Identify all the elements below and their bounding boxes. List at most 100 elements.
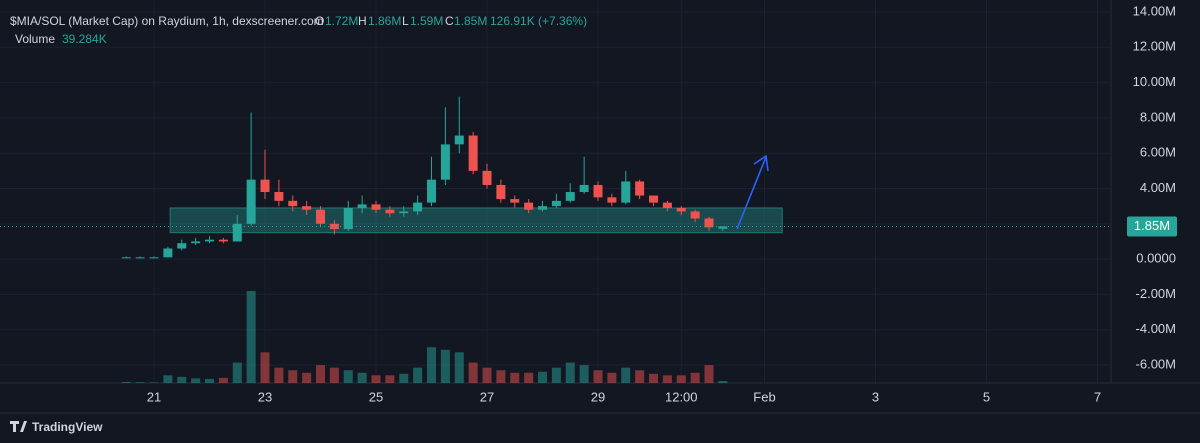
candle-body <box>662 202 672 208</box>
volume-bar <box>288 370 298 383</box>
volume-bar <box>718 380 728 383</box>
x-tick-label: 29 <box>591 389 605 404</box>
candle-body <box>635 181 645 196</box>
ohlc-key: C <box>445 14 454 28</box>
candle-body <box>177 243 187 249</box>
volume-bar <box>565 362 575 383</box>
y-tick-label: 6.00M <box>1140 145 1176 160</box>
volume-bar <box>676 375 686 383</box>
candle-body <box>676 207 686 212</box>
volume-bar <box>343 370 353 383</box>
volume-bar <box>316 365 326 383</box>
candle-body <box>649 195 659 203</box>
candle-body <box>399 211 409 214</box>
volume-bar <box>440 349 450 383</box>
candle-body <box>621 181 631 203</box>
volume-bar <box>260 352 270 383</box>
chart-title: $MIA/SOL (Market Cap) on Raydium, 1h, de… <box>10 14 324 28</box>
candle-body <box>371 204 381 210</box>
volume-bar <box>621 367 631 383</box>
last-price-label: 1.85M <box>1134 218 1170 233</box>
x-tick-label: 5 <box>983 389 990 404</box>
volume-bar <box>649 373 659 383</box>
y-tick-label: 8.00M <box>1140 109 1176 124</box>
volume-bar <box>662 375 672 383</box>
candle-body <box>260 179 270 193</box>
y-tick-label: 14.00M <box>1133 3 1176 18</box>
volume-bar <box>385 375 395 383</box>
volume-bar <box>593 370 603 383</box>
ohlc-value: 1.85M <box>454 14 487 28</box>
arrow-shaft <box>736 156 767 230</box>
ohlc-key: O <box>315 14 324 28</box>
candle-body <box>704 218 714 228</box>
volume-bar <box>704 365 714 383</box>
volume-bar <box>121 381 131 383</box>
candle-body <box>329 223 339 230</box>
volume-bar <box>205 378 215 383</box>
volume-bar <box>496 370 506 383</box>
candle-body <box>427 179 437 203</box>
volume-bar <box>274 367 284 383</box>
arrow-head <box>753 154 769 172</box>
header: $MIA/SOL (Market Cap) on Raydium, 1h, de… <box>10 14 587 46</box>
candle-body <box>232 223 242 242</box>
volume-bar <box>135 382 145 383</box>
volume-bar <box>635 370 645 383</box>
candle-body <box>357 204 367 208</box>
candle-body <box>205 239 215 242</box>
candle-body <box>343 207 353 230</box>
candle-body <box>385 209 395 214</box>
ohlc-key: L <box>402 14 409 28</box>
ohlc-value: 1.86M <box>368 14 401 28</box>
candle-body <box>302 206 312 210</box>
brand: TradingView <box>10 420 103 434</box>
y-tick-label: 0.0000 <box>1136 251 1176 266</box>
volume-bar <box>371 375 381 383</box>
x-tick-label: 7 <box>1094 389 1101 404</box>
candle-body <box>538 206 548 210</box>
candle-body <box>316 209 326 224</box>
candle-body <box>135 257 145 259</box>
volume-bar <box>427 347 437 383</box>
x-tick-label: 3 <box>872 389 879 404</box>
x-tick-label: 23 <box>258 389 272 404</box>
volume-bar <box>538 371 548 383</box>
candle-body <box>413 202 423 212</box>
last-price-badge <box>1127 216 1177 237</box>
x-tick-label: 27 <box>480 389 494 404</box>
candle-body <box>163 248 173 258</box>
candle-body <box>496 184 506 200</box>
x-tick-label: 25 <box>369 389 383 404</box>
candle-body <box>524 202 534 210</box>
candle-body <box>607 197 617 203</box>
ohlc-change: 126.91K (+7.36%) <box>490 14 587 28</box>
volume-bar <box>232 362 242 383</box>
volume-bar <box>218 377 228 383</box>
candle-body <box>690 211 700 219</box>
volume-bar <box>510 372 520 383</box>
candle-body <box>579 184 589 193</box>
candle-body <box>454 135 464 145</box>
candle-body <box>246 179 256 224</box>
arrow <box>736 154 769 230</box>
candle-body <box>440 144 450 180</box>
y-tick-label: 10.00M <box>1133 74 1176 89</box>
candle-body <box>468 135 478 171</box>
volume-value: 39.284K <box>62 32 107 46</box>
volume-key: Volume <box>15 32 55 46</box>
brand-text: TradingView <box>32 420 103 434</box>
volume-bar <box>551 367 561 383</box>
ohlc-value: 1.72M <box>325 14 358 28</box>
y-tick-label: -6.00M <box>1136 356 1176 371</box>
volume-bar <box>413 367 423 383</box>
x-tick-label: 21 <box>147 389 161 404</box>
candle-body <box>593 184 603 198</box>
ohlc-value: 1.59M <box>410 14 443 28</box>
volume-bar <box>177 376 187 383</box>
candle-body <box>274 192 284 201</box>
candle-body <box>510 199 520 203</box>
y-tick-label: -2.00M <box>1136 286 1176 301</box>
volume-bar <box>357 372 367 383</box>
